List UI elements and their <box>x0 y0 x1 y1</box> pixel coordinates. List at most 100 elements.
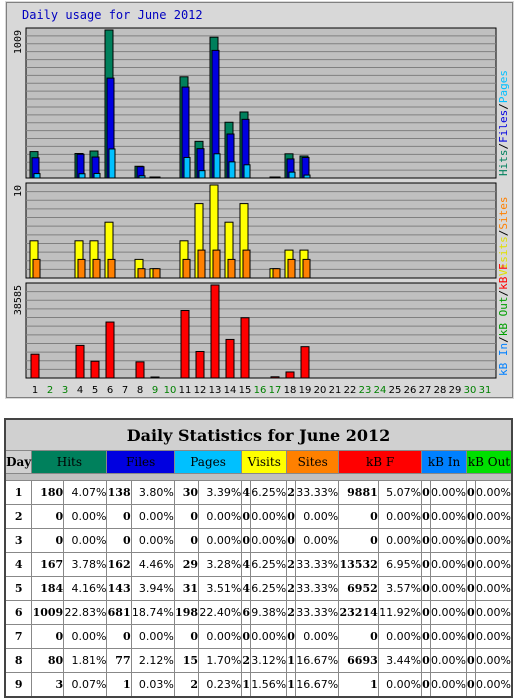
legend-entry: / <box>497 290 510 297</box>
bar-sites <box>137 268 146 279</box>
header-kb-out: kB Out <box>465 450 513 474</box>
bar-pages <box>303 174 311 179</box>
kbf-pct-cell: 3.57% <box>377 576 423 601</box>
bar-kb-f <box>210 284 220 379</box>
kbin-pct-cell: 0.00% <box>429 648 467 673</box>
visits-cell: 0 <box>241 504 251 529</box>
kbin-pct-cell: 0.00% <box>429 528 467 553</box>
pages-pct-cell: 22.40% <box>198 600 243 625</box>
visits-pct-cell: 6.25% <box>249 552 288 577</box>
bar-sites <box>272 268 281 279</box>
kbf-pct-cell: 3.44% <box>377 648 423 673</box>
panel-max-label: 38585 <box>13 285 24 315</box>
kbout-cell: 0 <box>465 504 476 529</box>
day-label: 6 <box>107 385 113 396</box>
bar-pages <box>33 173 41 179</box>
panel-max-label: 10 <box>13 185 24 197</box>
files-cell: 0 <box>106 504 132 529</box>
kbf-pct-cell: 0.00% <box>377 504 423 529</box>
day-label: 28 <box>434 385 447 396</box>
header-pages: Pages <box>173 450 243 474</box>
sites-pct-cell: 33.33% <box>294 552 340 577</box>
hits-cell: 167 <box>31 552 65 577</box>
hits-cell: 0 <box>31 528 65 553</box>
kbf-cell: 0 <box>338 504 379 529</box>
pages-cell: 31 <box>173 576 200 601</box>
files-cell: 1 <box>106 672 132 698</box>
bar-kb-f <box>240 317 250 379</box>
bar-kb-f <box>75 344 85 379</box>
bar-kb-f <box>30 353 40 379</box>
hits-pct-cell: 0.07% <box>63 672 108 698</box>
visits-cell: 6 <box>241 600 251 625</box>
kbf-cell: 6693 <box>338 648 379 673</box>
table-title: Daily Statistics for June 2012 <box>4 418 513 451</box>
day-label: 2 <box>47 385 53 396</box>
bar-sites <box>242 249 251 279</box>
files-pct-cell: 4.46% <box>130 552 175 577</box>
visits-pct-cell: 9.38% <box>249 600 288 625</box>
day-label: 30 <box>464 385 477 396</box>
legend-entry: / <box>497 143 510 150</box>
kbin-pct-cell: 0.00% <box>429 576 467 601</box>
bar-sites <box>302 258 311 279</box>
bar-pages <box>93 172 101 179</box>
files-cell: 138 <box>106 480 132 505</box>
hits-pct-cell: 4.07% <box>63 480 108 505</box>
visits-pct-cell: 0.00% <box>249 624 288 649</box>
sites-pct-cell: 16.67% <box>294 672 340 698</box>
kbin-pct-cell: 0.00% <box>429 480 467 505</box>
sites-cell: 0 <box>286 504 296 529</box>
kbf-cell: 9881 <box>338 480 379 505</box>
header-visits: Visits <box>241 450 288 474</box>
kbout-cell: 0 <box>465 672 476 698</box>
bar-kb-f <box>300 346 310 379</box>
pages-pct-cell: 3.39% <box>198 480 243 505</box>
header-kb-in: kB In <box>421 450 467 474</box>
visits-cell: 4 <box>241 552 251 577</box>
files-pct-cell: 3.94% <box>130 576 175 601</box>
bar-kb-f <box>135 361 145 379</box>
pages-cell: 2 <box>173 672 200 698</box>
visits-cell: 4 <box>241 480 251 505</box>
legend-entry: kB In <box>497 343 510 376</box>
graph-bevel-dark <box>6 2 513 398</box>
kbout-pct-cell: 0.00% <box>474 648 513 673</box>
kbf-cell: 0 <box>338 528 379 553</box>
bar-kb-f <box>150 376 160 379</box>
day-label: 19 <box>299 385 312 396</box>
day-label: 26 <box>404 385 417 396</box>
kbin-cell: 0 <box>421 504 431 529</box>
kbout-cell: 0 <box>465 480 476 505</box>
table-spacer <box>4 473 513 481</box>
kbf-pct-cell: 0.00% <box>377 624 423 649</box>
kbout-cell: 0 <box>465 600 476 625</box>
pages-pct-cell: 0.00% <box>198 624 243 649</box>
visits-pct-cell: 0.00% <box>249 504 288 529</box>
kbout-pct-cell: 0.00% <box>474 528 513 553</box>
kbf-pct-cell: 0.00% <box>377 528 423 553</box>
kbf-pct-cell: 0.00% <box>377 672 423 698</box>
hits-cell: 1009 <box>31 600 65 625</box>
visits-pct-cell: 6.25% <box>249 576 288 601</box>
bar-pages <box>78 173 86 179</box>
table-row: 6 1009 22.83% 681 18.74% 198 22.40% 6 9.38% 2 33.3… <box>4 600 513 625</box>
graph-title: Daily usage for June 2012 <box>22 8 203 22</box>
table-row: 8 80 1.81% 77 2.12% 15 1.70% 2 3.12% 1 16.67% 6693 3… <box>4 648 513 673</box>
bar-kb-f <box>180 310 190 379</box>
panel-max-label: 1009 <box>13 30 24 54</box>
kbin-pct-cell: 0.00% <box>429 504 467 529</box>
day-cell: 4 <box>4 552 33 577</box>
visits-cell: 1 <box>241 672 251 698</box>
kbout-pct-cell: 0.00% <box>474 600 513 625</box>
pages-cell: 30 <box>173 480 200 505</box>
kbout-pct-cell: 0.00% <box>474 576 513 601</box>
legend-entry: / <box>497 336 510 343</box>
kbin-cell: 0 <box>421 672 431 698</box>
hits-cell: 184 <box>31 576 65 601</box>
bar-pages <box>153 176 161 179</box>
kbin-cell: 0 <box>421 528 431 553</box>
visits-pct-cell: 0.00% <box>249 528 288 553</box>
pages-cell: 29 <box>173 552 200 577</box>
daily-statistics-table: Daily Statistics for June 2012 Day Hits … <box>4 418 513 698</box>
